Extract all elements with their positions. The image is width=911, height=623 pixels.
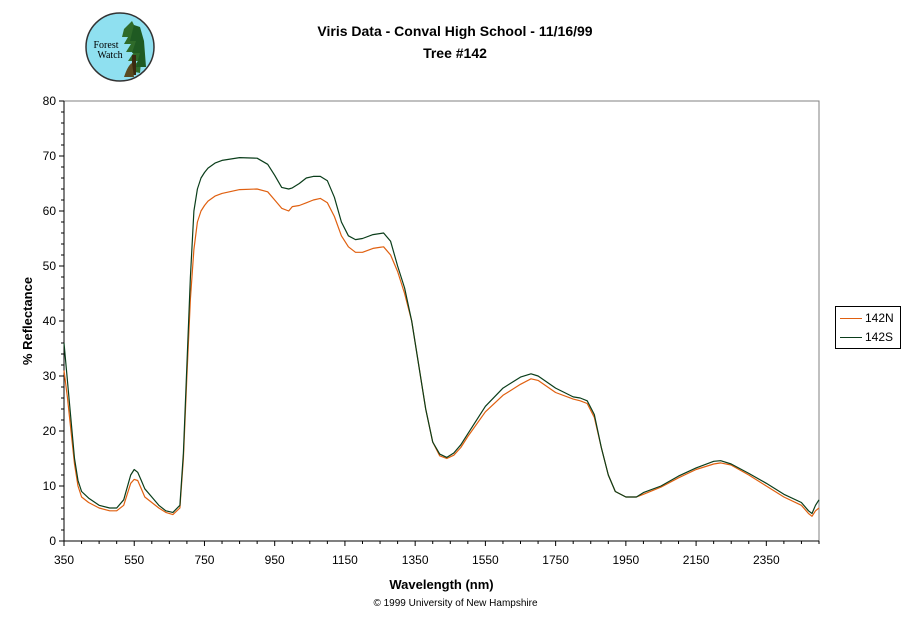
logo-text-line1: Forest xyxy=(93,40,119,51)
y-tick-label: 80 xyxy=(43,94,57,108)
legend-item-142n: 142N xyxy=(840,310,894,326)
series-line-142n xyxy=(63,188,820,517)
y-tick-label: 10 xyxy=(43,479,57,493)
x-tick-label: 1550 xyxy=(472,553,499,567)
copyright-footer: © 1999 University of New Hampshire xyxy=(373,598,538,609)
y-tick-label: 40 xyxy=(43,314,57,328)
x-tick-label: 2350 xyxy=(753,553,780,567)
x-tick-label: 750 xyxy=(194,553,214,567)
forest-watch-logo: Forest Watch xyxy=(84,11,156,83)
y-tick-label: 0 xyxy=(49,534,56,548)
x-axis-title: Wavelength (nm) xyxy=(389,577,493,592)
series-line-142s xyxy=(63,157,820,515)
x-tick-label: 350 xyxy=(54,553,74,567)
x-tick-label: 2150 xyxy=(683,553,710,567)
y-axis-title: % Reflectance xyxy=(20,277,35,365)
chart-subtitle: Tree #142 xyxy=(423,45,487,61)
x-tick-label: 1750 xyxy=(542,553,569,567)
tick-labels: 0 10 20 30 40 50 60 70 80 350 550 750 950 1150 1350 155… xyxy=(20,94,780,592)
series-lines xyxy=(63,157,820,517)
legend: 142N 142S xyxy=(835,306,901,349)
legend-swatch-142n xyxy=(840,318,862,320)
axes xyxy=(59,100,820,546)
y-tick-label: 20 xyxy=(43,424,57,438)
y-tick-label: 50 xyxy=(43,259,57,273)
logo-text-line2: Watch xyxy=(97,50,123,61)
plot-area-border xyxy=(63,100,820,542)
x-tick-label: 1350 xyxy=(402,553,429,567)
x-tick-label: 1950 xyxy=(613,553,640,567)
legend-label-142n: 142N xyxy=(865,311,894,325)
x-tick-label: 550 xyxy=(124,553,144,567)
y-tick-label: 60 xyxy=(43,204,57,218)
legend-label-142s: 142S xyxy=(865,330,894,344)
x-tick-label: 1150 xyxy=(332,553,358,567)
legend-swatch-142s xyxy=(840,337,862,339)
y-tick-label: 70 xyxy=(43,149,57,163)
legend-item-142s: 142S xyxy=(840,329,893,345)
chart-title: Viris Data - Conval High School - 11/16/… xyxy=(317,23,593,39)
x-tick-label: 950 xyxy=(265,553,285,567)
y-tick-label: 30 xyxy=(43,369,57,383)
